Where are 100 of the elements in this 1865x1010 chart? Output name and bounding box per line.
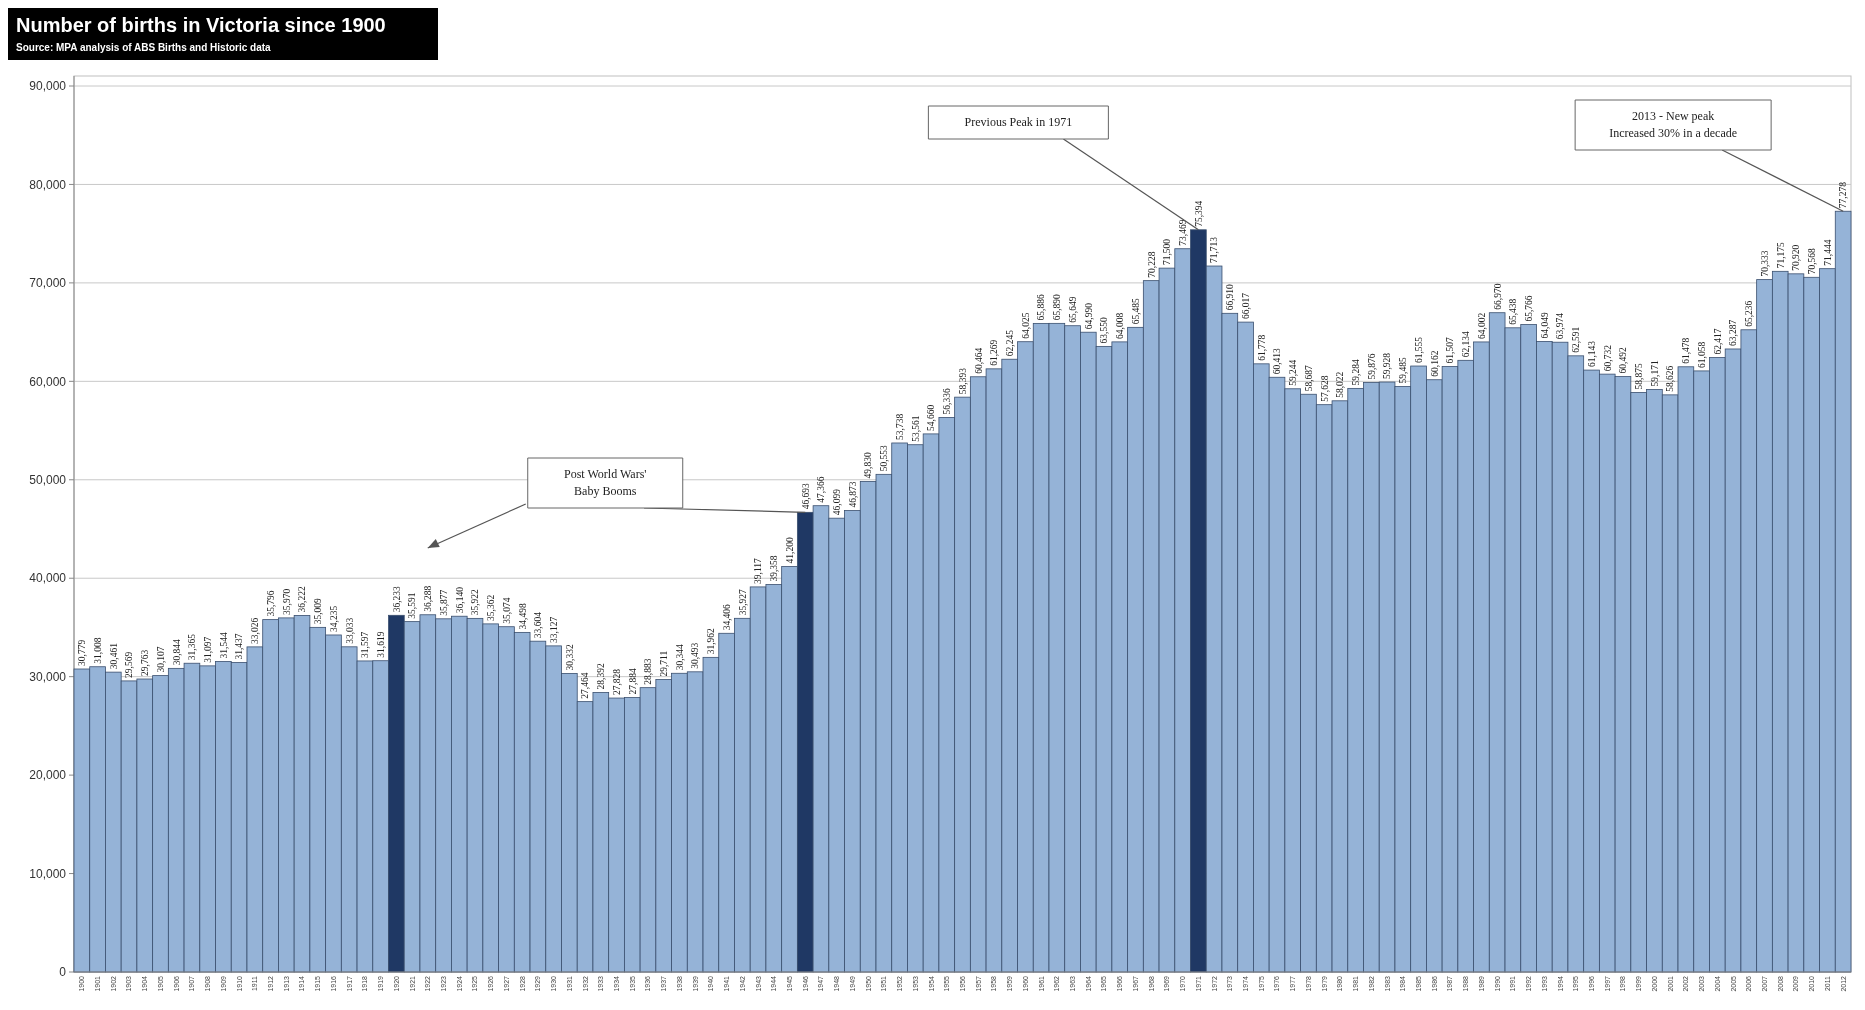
data-label: 30,844 [171,638,182,666]
data-label: 64,049 [1539,312,1550,339]
data-label: 57,628 [1319,375,1330,402]
data-label: 58,626 [1665,365,1676,392]
data-label: 60,732 [1602,344,1613,372]
data-label: 27,828 [611,668,622,696]
data-label: 31,437 [234,633,245,660]
data-label: 65,236 [1744,300,1755,327]
data-label: 31,597 [360,631,371,658]
data-label: 47,366 [816,476,827,503]
data-label: 27,884 [627,668,638,695]
y-tick-label: 20,000 [29,768,67,783]
data-label: 70,920 [1791,244,1802,271]
y-tick-label: 40,000 [29,571,67,586]
data-label: 62,417 [1712,328,1723,355]
data-label: 29,569 [124,651,135,678]
data-label: 65,438 [1508,298,1519,325]
data-label: 39,358 [769,555,780,582]
data-label: 34,406 [721,603,732,631]
data-label: 65,886 [1036,294,1047,321]
data-label: 31,365 [187,633,198,661]
data-label: 30,332 [564,644,575,671]
data-label: 29,763 [140,649,151,676]
data-label: 62,591 [1571,326,1582,353]
data-label: 35,074 [501,597,512,624]
data-label: 33,033 [344,617,355,644]
data-label: 35,796 [265,590,276,617]
data-label: 66,017 [1240,292,1251,320]
data-label: 65,766 [1523,295,1534,322]
data-label: 30,779 [77,639,88,666]
data-label: 61,143 [1586,340,1597,368]
data-label: 62,245 [1005,329,1015,357]
data-label: 71,175 [1775,241,1786,269]
data-label: 70,333 [1759,250,1770,277]
data-label: 65,890 [1052,293,1063,321]
data-label: 36,222 [297,586,308,613]
data-label: 31,962 [706,627,717,655]
data-label: 31,544 [218,632,229,659]
data-label: 30,493 [690,642,701,669]
data-label: 35,009 [313,597,324,625]
data-label: 35,591 [407,592,418,619]
data-label: 65,485 [1130,297,1141,325]
data-label: 60,492 [1618,347,1629,374]
data-label: 61,269 [989,339,1000,366]
data-label: 30,107 [155,646,166,673]
data-label: 59,284 [1350,359,1361,386]
data-label: 54,660 [926,404,937,431]
data-label: 59,171 [1649,360,1660,387]
data-label: 46,873 [847,481,858,508]
data-label: 63,974 [1555,312,1566,340]
data-label: 61,507 [1445,337,1456,364]
data-label: 59,876 [1366,353,1377,380]
chart-title: Number of births in Victoria since 1900 [16,14,386,36]
data-label: 29,711 [659,650,670,677]
data-label: 36,233 [391,585,402,613]
data-label: 56,336 [942,388,953,415]
data-label: 34,498 [517,603,528,630]
data-label: 35,922 [470,588,481,616]
data-label: 33,026 [250,617,261,644]
chart-subtitle: Source: MPA analysis of ABS Births and Historic data [16,42,272,53]
y-tick-label: 80,000 [29,177,67,192]
data-label: 46,099 [832,488,843,516]
y-tick-label: 30,000 [29,669,67,684]
data-label: 35,970 [281,588,292,615]
data-label: 61,478 [1681,337,1692,364]
data-label: 30,461 [108,642,119,670]
data-label: 60,413 [1272,347,1283,375]
data-label: 60,464 [973,347,984,374]
data-label: 36,140 [454,586,465,614]
y-tick-label: 50,000 [29,472,67,487]
data-label: 53,738 [894,413,905,440]
data-label: 62,134 [1461,330,1472,358]
data-label: 70,228 [1146,251,1157,278]
data-label: 39,117 [753,557,764,584]
data-label: 61,778 [1256,334,1267,361]
data-label: 58,875 [1634,363,1645,390]
data-label: 64,990 [1083,302,1094,330]
data-label: 66,970 [1492,283,1503,310]
data-label: 33,127 [548,616,559,643]
data-label: 33,604 [533,611,544,639]
data-label: 46,693 [800,482,811,510]
data-label: 77,278 [1838,181,1849,209]
annotation: Previous Peak in 1971 [964,115,1073,129]
data-label: 65,649 [1067,296,1078,323]
data-label: 35,927 [737,588,748,616]
y-tick-label: 60,000 [29,374,67,389]
data-label: 30,344 [674,643,685,671]
data-label: 41,200 [784,537,795,564]
data-label: 31,008 [92,637,103,664]
data-label: 35,877 [438,589,449,616]
data-label: 31,619 [375,631,386,658]
data-label: 71,500 [1162,238,1173,266]
data-label: 64,002 [1476,312,1487,339]
data-label: 36,288 [423,585,434,612]
data-label: 58,687 [1303,364,1314,392]
data-label: 59,244 [1288,359,1299,386]
data-label: 28,392 [596,663,607,690]
data-label: 64,025 [1020,312,1031,339]
data-label: 75,394 [1193,200,1204,227]
data-label: 49,830 [863,452,874,479]
